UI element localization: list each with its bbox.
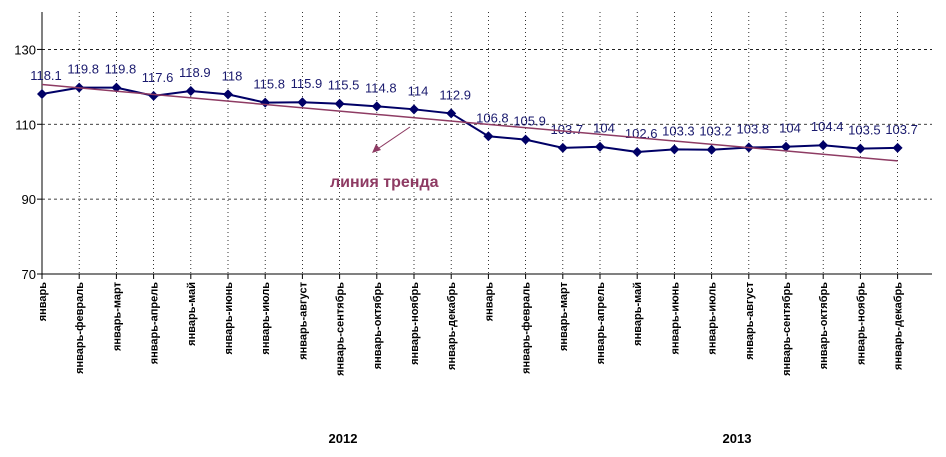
series-line [41, 86, 898, 153]
x-tick-label: январь-октябрь [818, 282, 830, 369]
x-tick-label: январь-июнь [669, 282, 681, 355]
data-label: 103.7 [885, 122, 918, 137]
marker [595, 141, 605, 152]
y-tick-label: 90 [22, 192, 36, 207]
data-label: 104.4 [811, 119, 844, 134]
x-tick-label: январь-декабрь [446, 282, 458, 370]
trend-label: линия тренда [330, 174, 439, 191]
x-tick-label: январь-май [632, 282, 644, 346]
x-tick-label: январь-август [744, 281, 756, 359]
x-tick-label: январь-март [111, 281, 123, 351]
marker [37, 88, 47, 99]
data-label: 103.3 [662, 123, 695, 138]
x-tick-label: январь-июль [707, 282, 719, 355]
data-label: 103.2 [699, 124, 732, 139]
x-tick-label: январь-февраль [521, 282, 533, 374]
data-label: 115.8 [253, 77, 285, 92]
x-tick-label: январь-октябрь [372, 282, 384, 369]
marker [520, 134, 531, 145]
x-tick-label: январь-август [297, 281, 309, 359]
x-tick-label: январь [483, 282, 495, 322]
trend-arrow [375, 126, 411, 151]
data-label: 119.8 [67, 62, 99, 77]
data-label: 103.8 [737, 121, 770, 136]
data-label: 103.7 [551, 122, 584, 137]
marker [892, 142, 903, 153]
data-label: 114 [408, 83, 429, 98]
x-tick-label: январь-апрель [149, 282, 161, 365]
x-tick-label: январь-апрель [595, 282, 607, 365]
marker [111, 82, 122, 93]
marker [818, 140, 829, 151]
data-label: 103.5 [848, 123, 881, 138]
data-label: 112.9 [439, 87, 471, 102]
x-tick-label: январь-сентябрь [335, 282, 347, 376]
group-label: 2013 [723, 431, 752, 446]
data-label: 105.9 [513, 114, 546, 129]
marker [557, 142, 568, 153]
trend-arrow-head [372, 144, 381, 153]
data-label: 104 [593, 121, 615, 136]
x-tick-label: январь-ноябрь [409, 282, 421, 365]
x-tick-label: январь-май [186, 282, 198, 346]
marker [781, 141, 791, 152]
marker [669, 144, 680, 155]
marker [706, 144, 717, 155]
marker [446, 108, 457, 119]
data-label: 104 [779, 121, 801, 136]
x-tick-label: январь-ноябрь [855, 282, 867, 365]
marker [409, 104, 419, 115]
data-label: 118 [222, 68, 243, 83]
marker [297, 97, 308, 108]
data-label: 114.8 [365, 80, 397, 95]
marker [185, 85, 196, 96]
trend-line [41, 83, 898, 162]
marker [483, 131, 494, 142]
x-tick-label: январь-сентябрь [781, 282, 793, 376]
marker [371, 101, 382, 112]
marker [632, 146, 643, 157]
y-tick-label: 70 [22, 267, 36, 282]
x-tick-label: январь [37, 282, 49, 322]
x-tick-label: январь-февраль [74, 282, 86, 374]
marker [334, 98, 345, 109]
x-tick-label: январь-июнь [223, 282, 235, 355]
data-label: 118.1 [30, 68, 62, 83]
data-label: 117.6 [142, 70, 174, 85]
marker [148, 90, 159, 101]
data-label: 115.5 [328, 78, 360, 93]
x-tick-label: январь-июль [260, 282, 272, 355]
y-tick-label: 110 [15, 117, 36, 132]
data-label: 118.9 [179, 65, 211, 80]
group-label: 2012 [329, 431, 358, 446]
data-label: 115.9 [291, 76, 323, 91]
data-label: 119.8 [105, 62, 137, 77]
x-tick-label: январь-декабрь [893, 282, 905, 370]
y-tick-label: 130 [14, 42, 36, 57]
data-label: 106.8 [476, 110, 509, 125]
x-tick-label: январь-март [558, 281, 570, 351]
marker [855, 143, 866, 154]
marker [223, 89, 233, 100]
